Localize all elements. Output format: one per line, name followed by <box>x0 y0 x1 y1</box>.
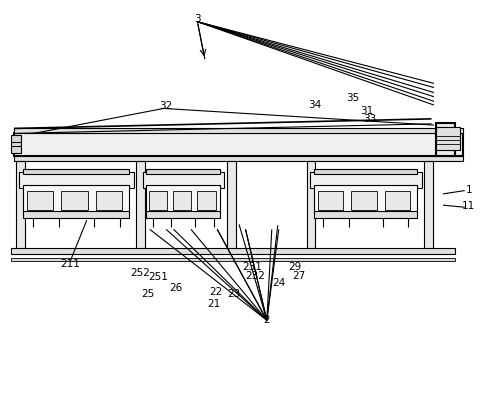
Bar <box>136 161 145 252</box>
Text: 27: 27 <box>293 271 306 281</box>
Bar <box>227 161 236 252</box>
Bar <box>11 248 455 254</box>
Text: 29: 29 <box>289 262 302 272</box>
Text: 34: 34 <box>309 100 321 110</box>
Text: 252: 252 <box>130 268 150 278</box>
Bar <box>314 169 417 174</box>
Bar <box>23 169 129 174</box>
Text: 3: 3 <box>194 14 201 24</box>
Text: 2: 2 <box>263 315 270 325</box>
Bar <box>173 191 191 210</box>
Text: 35: 35 <box>347 93 360 103</box>
Bar <box>96 191 123 210</box>
Text: 23: 23 <box>228 289 241 299</box>
Text: 21: 21 <box>208 299 221 309</box>
Bar <box>146 185 220 211</box>
Bar <box>385 191 411 210</box>
Bar <box>351 191 377 210</box>
Bar <box>436 127 460 150</box>
Bar <box>62 191 88 210</box>
Bar <box>16 161 25 252</box>
Bar <box>23 211 129 218</box>
Bar <box>148 191 167 210</box>
Text: 11: 11 <box>462 201 475 211</box>
Text: 26: 26 <box>170 283 183 293</box>
Bar <box>11 135 21 153</box>
Bar <box>318 191 343 210</box>
Text: 231: 231 <box>242 262 262 272</box>
Bar <box>27 191 54 210</box>
Text: 32: 32 <box>160 101 173 111</box>
Text: 31: 31 <box>361 106 373 116</box>
Bar <box>23 185 129 211</box>
Bar <box>307 161 315 252</box>
Bar <box>197 191 216 210</box>
Text: 211: 211 <box>61 259 80 269</box>
Bar <box>14 156 463 161</box>
Bar <box>436 123 455 156</box>
Bar <box>14 128 463 133</box>
Bar <box>19 172 134 188</box>
Bar <box>146 211 220 218</box>
Bar <box>143 172 224 188</box>
Text: 232: 232 <box>246 271 265 281</box>
Text: 22: 22 <box>209 287 222 297</box>
Text: 251: 251 <box>148 272 168 282</box>
Text: 25: 25 <box>141 289 154 299</box>
Bar <box>14 133 463 156</box>
Bar <box>146 169 220 174</box>
Text: 1: 1 <box>465 185 472 195</box>
Bar <box>314 211 417 218</box>
Bar <box>314 185 417 211</box>
Bar <box>424 161 433 252</box>
Text: 33: 33 <box>363 114 376 124</box>
Text: 24: 24 <box>273 278 286 288</box>
Bar <box>310 172 422 188</box>
Bar <box>11 258 455 261</box>
